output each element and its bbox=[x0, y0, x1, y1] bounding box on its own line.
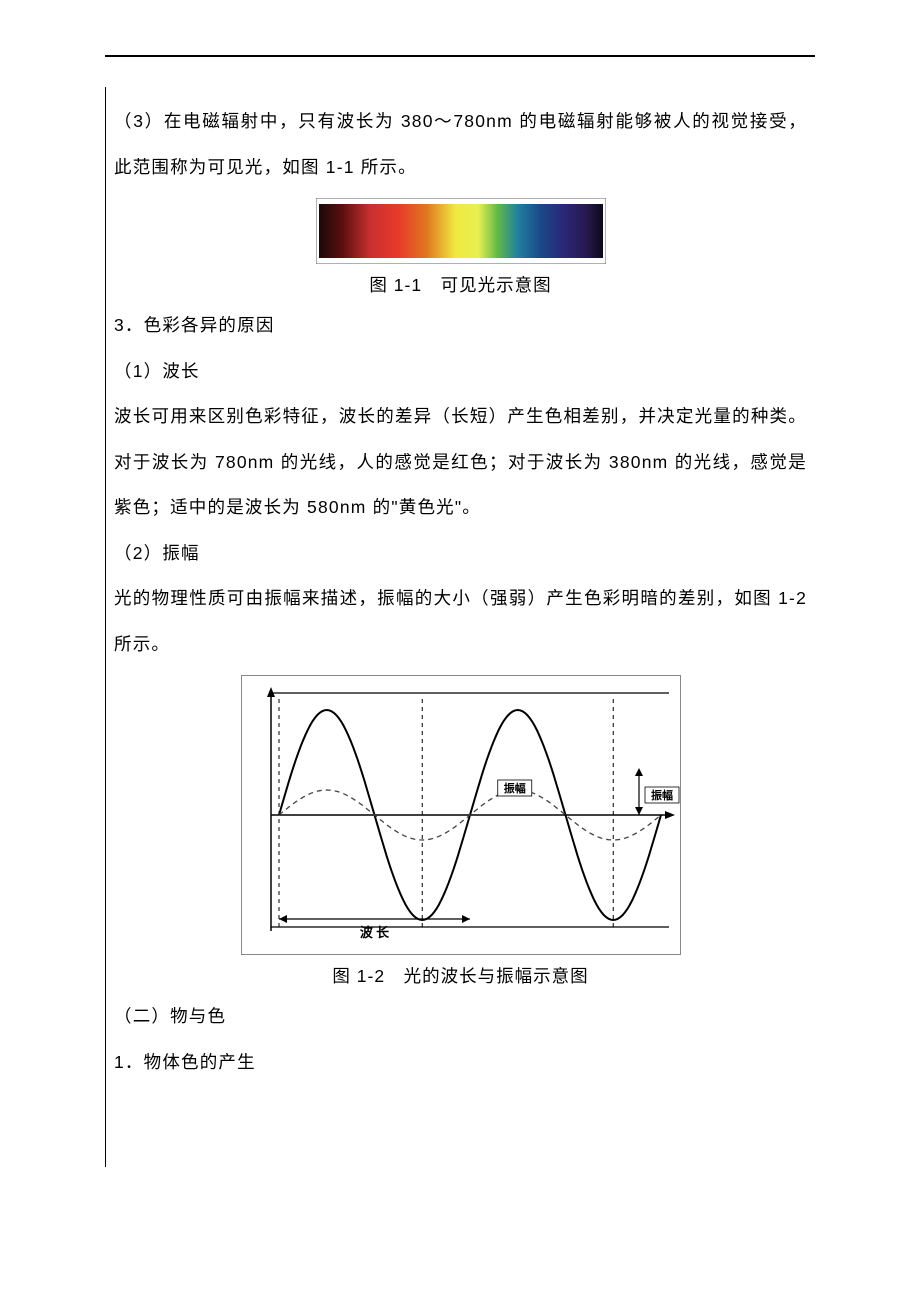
subheading-wavelength: （1）波长 bbox=[114, 349, 807, 395]
svg-text:振幅: 振幅 bbox=[503, 781, 525, 795]
content-box: （3）在电磁辐射中，只有波长为 380～780nm 的电磁辐射能够被人的视觉接受… bbox=[105, 87, 815, 1167]
spectrum-image bbox=[316, 198, 606, 264]
paragraph-amplitude: 光的物理性质可由振幅来描述，振幅的大小（强弱）产生色彩明暗的差别，如图 1-2 … bbox=[114, 576, 807, 667]
heading-object-color: （二）物与色 bbox=[114, 994, 807, 1040]
heading-reasons: 3．色彩各异的原因 bbox=[114, 303, 807, 349]
wave-diagram: 波 长振幅振幅 bbox=[241, 675, 681, 955]
subheading-amplitude: （2）振幅 bbox=[114, 531, 807, 577]
horizontal-rule bbox=[105, 55, 815, 57]
figure-1-caption: 图 1-1 可见光示意图 bbox=[114, 272, 807, 297]
figure-1 bbox=[114, 198, 807, 264]
svg-text:波 长: 波 长 bbox=[359, 925, 389, 940]
subheading-object-color-gen: 1．物体色的产生 bbox=[114, 1040, 807, 1086]
figure-2: 波 长振幅振幅 bbox=[114, 675, 807, 955]
svg-text:振幅: 振幅 bbox=[651, 788, 673, 802]
paragraph-3: （3）在电磁辐射中，只有波长为 380～780nm 的电磁辐射能够被人的视觉接受… bbox=[114, 99, 807, 190]
figure-2-caption: 图 1-2 光的波长与振幅示意图 bbox=[114, 963, 807, 988]
paragraph-wavelength: 波长可用来区别色彩特征，波长的差异（长短）产生色相差别，并决定光量的种类。对于波… bbox=[114, 394, 807, 531]
